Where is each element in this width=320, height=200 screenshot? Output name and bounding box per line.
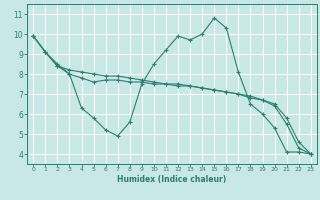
X-axis label: Humidex (Indice chaleur): Humidex (Indice chaleur) [117, 175, 227, 184]
